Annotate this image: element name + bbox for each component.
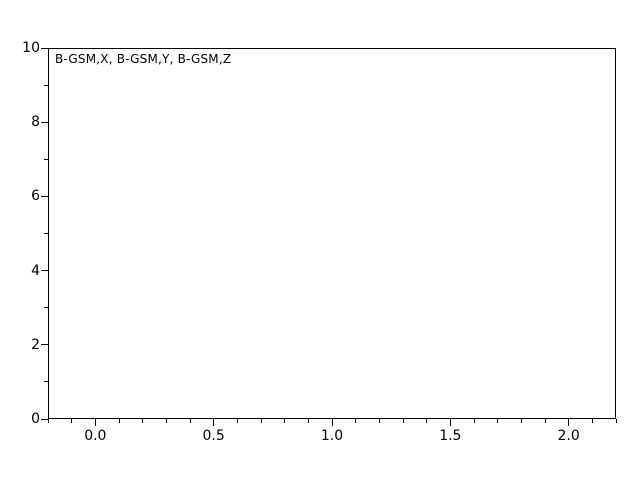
x-minor-tick bbox=[307, 419, 309, 423]
x-minor-tick bbox=[426, 419, 428, 423]
y-minor-tick bbox=[44, 307, 48, 309]
x-minor-tick bbox=[402, 419, 404, 423]
y-minor-tick bbox=[44, 381, 48, 383]
x-minor-tick bbox=[378, 419, 380, 423]
x-major-tick bbox=[331, 419, 333, 426]
y-minor-tick bbox=[44, 158, 48, 160]
x-minor-tick bbox=[142, 419, 144, 423]
x-minor-tick bbox=[473, 419, 475, 423]
y-tick-label: 2 bbox=[31, 336, 40, 353]
x-minor-tick bbox=[497, 419, 499, 423]
x-minor-tick bbox=[615, 419, 617, 423]
plot-area: B-GSM,X, B-GSM,Y, B-GSM,Z bbox=[48, 48, 616, 419]
x-minor-tick bbox=[544, 419, 546, 423]
y-minor-tick bbox=[44, 84, 48, 86]
y-minor-tick bbox=[44, 233, 48, 234]
series-annotation-label: B-GSM,X, B-GSM,Y, B-GSM,Z bbox=[55, 52, 232, 66]
y-tick-label: 4 bbox=[31, 262, 40, 279]
x-minor-tick bbox=[520, 419, 522, 423]
x-tick-label: 0.0 bbox=[84, 428, 107, 444]
x-minor-tick bbox=[189, 419, 191, 423]
x-minor-tick bbox=[355, 419, 357, 423]
y-major-tick bbox=[41, 121, 48, 123]
x-tick-label: 1.0 bbox=[320, 428, 344, 444]
x-minor-tick bbox=[236, 419, 238, 423]
y-tick-label: 10 bbox=[22, 40, 40, 56]
x-minor-tick bbox=[47, 419, 49, 423]
y-tick-label: 6 bbox=[31, 188, 40, 205]
x-major-tick bbox=[213, 419, 215, 426]
x-minor-tick bbox=[260, 419, 262, 423]
x-minor-tick bbox=[284, 419, 286, 423]
y-major-tick bbox=[41, 195, 48, 197]
y-major-tick bbox=[41, 270, 48, 272]
y-major-tick bbox=[41, 47, 48, 49]
x-major-tick bbox=[94, 419, 96, 426]
x-major-tick bbox=[568, 419, 570, 426]
x-minor-tick bbox=[118, 419, 120, 423]
y-tick-label: 0 bbox=[31, 411, 40, 427]
x-tick-label: 1.5 bbox=[439, 428, 462, 444]
x-major-tick bbox=[449, 419, 451, 426]
y-major-tick bbox=[41, 418, 48, 420]
x-minor-tick bbox=[165, 419, 167, 423]
x-minor-tick bbox=[71, 419, 73, 423]
x-tick-label: 2.0 bbox=[557, 428, 580, 444]
x-tick-label: 0.5 bbox=[202, 428, 225, 444]
y-major-tick bbox=[41, 344, 48, 346]
y-tick-label: 8 bbox=[31, 114, 40, 131]
x-minor-tick bbox=[591, 419, 593, 423]
